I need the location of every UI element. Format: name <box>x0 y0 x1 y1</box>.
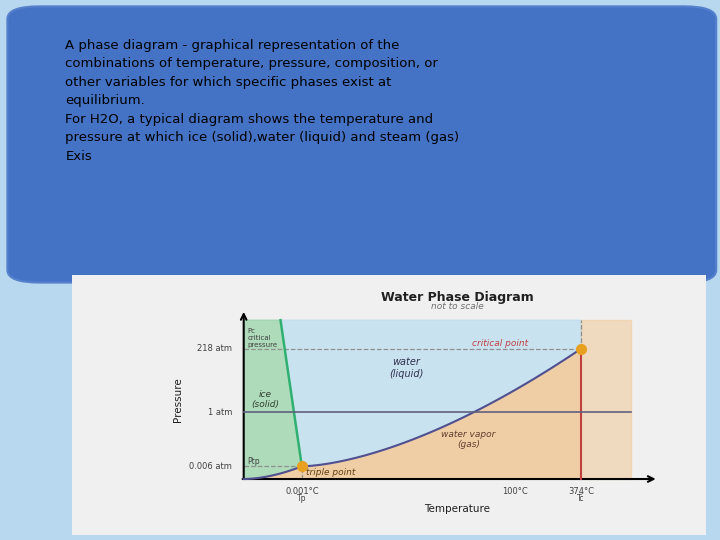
Text: 218 atm: 218 atm <box>197 345 232 353</box>
Text: 0.006 atm: 0.006 atm <box>189 462 232 471</box>
Text: 100°C: 100°C <box>503 487 528 496</box>
Polygon shape <box>243 320 302 479</box>
Text: ice
(solid): ice (solid) <box>251 390 279 409</box>
Text: A phase diagram - graphical representation of the
combinations of temperature, p: A phase diagram - graphical representati… <box>66 39 459 163</box>
Text: water
(liquid): water (liquid) <box>390 357 423 379</box>
Text: triple point: triple point <box>306 468 355 477</box>
FancyBboxPatch shape <box>7 6 716 282</box>
Text: water vapor
(gas): water vapor (gas) <box>441 430 496 449</box>
Text: Ptp: Ptp <box>248 456 260 465</box>
Polygon shape <box>581 320 631 479</box>
Text: 374°C: 374°C <box>568 487 594 496</box>
Text: Pc
critical
pressure: Pc critical pressure <box>248 328 278 348</box>
Text: Temperature: Temperature <box>424 504 490 515</box>
Text: Tc: Tc <box>577 494 585 503</box>
Text: 0.001°C: 0.001°C <box>285 487 319 496</box>
Text: Tp: Tp <box>297 494 307 503</box>
Polygon shape <box>243 349 581 479</box>
Text: not to scale: not to scale <box>431 302 483 312</box>
Text: 1 atm: 1 atm <box>207 408 232 417</box>
Text: Pressure: Pressure <box>173 377 183 422</box>
Text: critical point: critical point <box>472 340 528 348</box>
Polygon shape <box>281 320 581 467</box>
Text: Water Phase Diagram: Water Phase Diagram <box>381 291 534 303</box>
